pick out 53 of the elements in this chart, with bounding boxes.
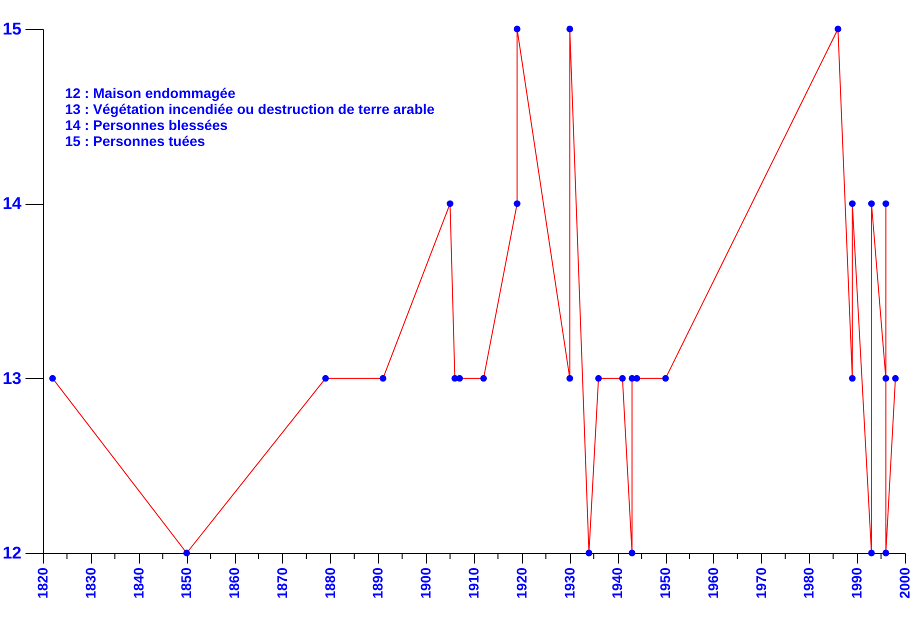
point bbox=[446, 200, 454, 208]
y-tick-label: 14 bbox=[2, 194, 22, 214]
x-tick-label: 1860 bbox=[226, 567, 242, 599]
x-tick-label: 1990 bbox=[848, 567, 865, 599]
point bbox=[619, 374, 626, 382]
x-tick-label: 1880 bbox=[322, 567, 338, 599]
point bbox=[892, 374, 899, 382]
x-tick-label: 1830 bbox=[82, 567, 98, 599]
point bbox=[848, 374, 856, 382]
point bbox=[380, 374, 386, 382]
point bbox=[882, 374, 890, 382]
x-tick-label: 1930 bbox=[561, 567, 578, 599]
point bbox=[566, 374, 574, 382]
point bbox=[566, 26, 574, 32]
x-tick-label: 2000 bbox=[896, 567, 912, 599]
x-tick-label: 1820 bbox=[34, 567, 50, 599]
point bbox=[848, 200, 856, 208]
x-tick-label: 1870 bbox=[274, 567, 290, 599]
y-tick-label: 13 bbox=[2, 368, 22, 388]
point bbox=[480, 374, 487, 382]
x-tick-label: 1910 bbox=[466, 567, 482, 599]
annotation: 12 : Maison endommagée bbox=[65, 85, 236, 101]
point bbox=[868, 200, 875, 208]
y-tick-label: 12 bbox=[2, 544, 22, 562]
x-tick-label: 1940 bbox=[609, 567, 626, 599]
x-tick-label: 1960 bbox=[704, 567, 721, 599]
x-tick-label: 1920 bbox=[513, 567, 530, 599]
x-tick-label: 1980 bbox=[800, 567, 817, 599]
point bbox=[633, 374, 640, 382]
point bbox=[628, 550, 636, 556]
annotation: 15 : Personnes tuées bbox=[65, 133, 206, 149]
x-tick-label: 1850 bbox=[178, 567, 194, 599]
x-tick-label: 1950 bbox=[657, 567, 674, 599]
point bbox=[49, 374, 56, 382]
point bbox=[183, 550, 190, 556]
point bbox=[514, 26, 520, 32]
point bbox=[586, 550, 592, 556]
x-tick-label: 1890 bbox=[370, 567, 386, 599]
x-tick-label: 1840 bbox=[130, 567, 146, 599]
point bbox=[456, 374, 463, 382]
point bbox=[882, 550, 890, 556]
annotation: 13 : Végétation incendiée ou destruction de terre arable bbox=[65, 101, 435, 117]
point bbox=[662, 374, 669, 382]
point bbox=[834, 26, 842, 32]
point bbox=[595, 374, 602, 382]
annotation: 14 : Personnes blessées bbox=[65, 117, 228, 133]
point bbox=[514, 200, 520, 208]
point bbox=[868, 550, 875, 556]
x-tick-label: 1900 bbox=[418, 567, 434, 599]
x-tick-label: 1970 bbox=[752, 567, 769, 599]
point bbox=[882, 200, 890, 208]
point bbox=[322, 374, 329, 382]
y-tick-label: 15 bbox=[2, 20, 22, 38]
